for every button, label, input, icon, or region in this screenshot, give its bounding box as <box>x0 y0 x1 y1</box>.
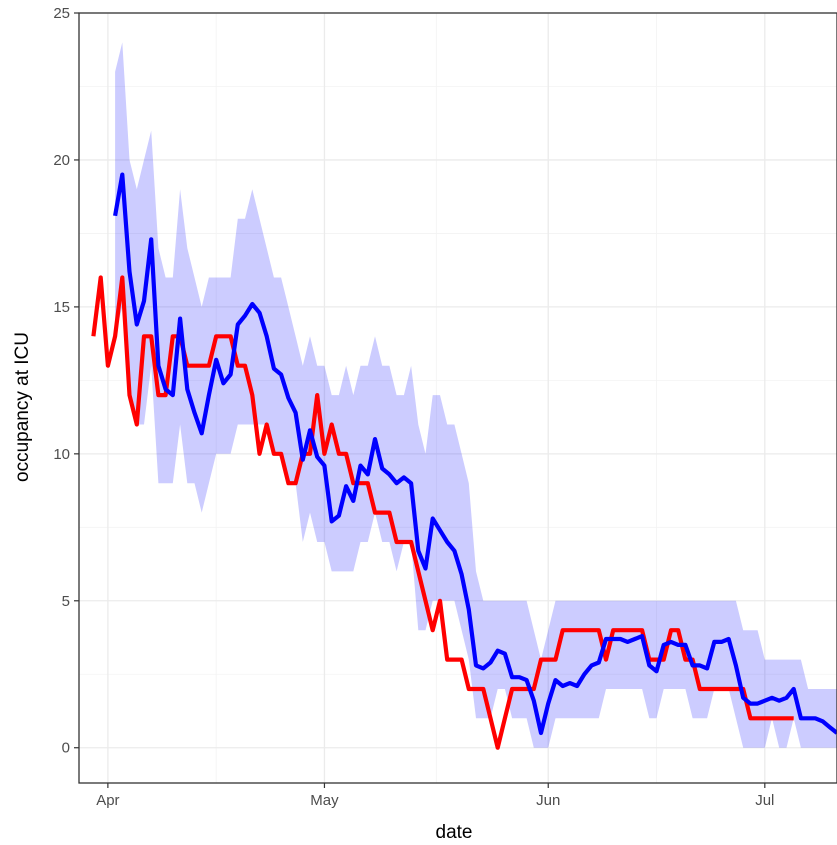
confidence-band-layer <box>115 42 837 748</box>
series-layer <box>91 172 837 750</box>
x-axis-ticks: Apr May Jun Jul <box>96 783 774 809</box>
y-axis-title: occupancy at ICU <box>12 332 33 482</box>
x-tick-label: Apr <box>96 792 119 809</box>
series-line-observed <box>91 275 794 750</box>
confidence-band <box>115 42 837 748</box>
y-tick-label: 10 <box>53 446 70 463</box>
y-tick-label: 15 <box>53 299 70 316</box>
y-tick-label: 0 <box>62 740 70 757</box>
x-axis-title: date <box>436 822 473 843</box>
x-tick-label: May <box>310 792 339 809</box>
x-tick-label: Jul <box>755 792 774 809</box>
grid-minor <box>79 13 837 783</box>
x-tick-label: Jun <box>536 792 560 809</box>
series-line-estimate <box>113 172 837 736</box>
panel-border <box>78 12 837 784</box>
y-tick-label: 25 <box>53 5 70 22</box>
y-tick-label: 5 <box>62 593 70 610</box>
y-axis-ticks: 0 5 10 15 20 25 <box>53 5 79 757</box>
y-tick-label: 20 <box>53 152 70 169</box>
